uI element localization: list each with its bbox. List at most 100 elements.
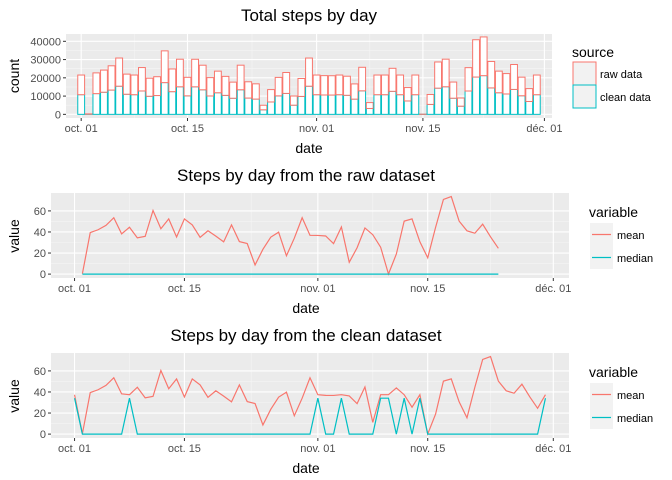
- bar-clean-data: [305, 85, 313, 115]
- x-axis-title: date: [295, 140, 322, 156]
- bar-raw-data: [487, 60, 496, 89]
- bar-clean-data: [115, 85, 124, 115]
- bar-clean-data: [206, 95, 215, 115]
- bar-clean-data: [213, 92, 222, 115]
- bar-raw-data: [456, 97, 465, 107]
- series-line-mean: [81, 195, 499, 276]
- y-tick-label: 60: [34, 366, 46, 378]
- bar-raw-data: [343, 75, 351, 96]
- bar-raw-data: [532, 74, 541, 96]
- bar-raw-data: [479, 36, 488, 77]
- y-tick-label: 0: [40, 269, 46, 281]
- y-tick-label: 0: [40, 429, 46, 441]
- bar-clean-data: [494, 92, 503, 115]
- bar-raw-data: [403, 87, 412, 102]
- bar-clean-data: [472, 76, 480, 115]
- legend-title: source: [572, 44, 614, 60]
- bar-clean-data: [236, 89, 245, 115]
- bar-clean-data: [320, 94, 329, 115]
- bar-clean-data: [365, 107, 374, 115]
- bar-raw-data: [525, 88, 534, 102]
- bar-clean-data: [343, 94, 351, 115]
- x-tick-label: oct. 01: [58, 443, 91, 455]
- x-tick-label: nov. 15: [410, 443, 445, 455]
- bar-raw-data: [335, 74, 344, 96]
- bar-raw-data: [198, 64, 207, 91]
- bar-raw-data: [236, 64, 245, 91]
- bar-raw-data: [77, 74, 86, 96]
- bar-raw-data: [426, 93, 435, 105]
- legend-title: variable: [589, 204, 638, 220]
- bar-raw-data: [464, 67, 473, 92]
- bar-raw-data: [191, 58, 200, 88]
- bar-clean-data: [532, 94, 541, 115]
- series-line-mean: [73, 355, 546, 437]
- legend-key-clean-data: [572, 84, 597, 109]
- bar-clean-data: [145, 95, 154, 115]
- bar-raw-data: [494, 70, 503, 94]
- x-tick-label: nov. 01: [300, 283, 335, 295]
- bar-raw-data: [365, 102, 374, 109]
- bar-raw-data: [312, 74, 321, 96]
- bar-raw-data: [229, 81, 237, 99]
- bar-clean-data: [122, 93, 131, 115]
- bar-clean-data: [510, 88, 518, 115]
- y-axis-title: value: [6, 219, 22, 253]
- y-tick-label: 20: [34, 408, 46, 420]
- bar-clean-data: [282, 92, 291, 115]
- bar-clean-data: [107, 89, 116, 115]
- bar-clean-data: [92, 93, 101, 115]
- legend: variable mean median: [589, 204, 653, 269]
- chart-title: Steps by day from the raw dataset: [177, 166, 435, 185]
- bar-raw-data: [160, 50, 169, 84]
- bar-raw-data: [327, 75, 336, 96]
- bar-clean-data: [168, 91, 177, 115]
- bar-raw-data: [289, 95, 298, 106]
- bar-raw-data: [153, 76, 162, 97]
- bar-clean-data: [403, 100, 412, 115]
- y-tick-label: 10000: [30, 91, 61, 103]
- chart-title: Total steps by day: [241, 6, 378, 25]
- bar-raw-data: [502, 73, 511, 95]
- bar-clean-data: [335, 94, 344, 115]
- x-tick-label: oct. 01: [58, 283, 91, 295]
- bar-clean-data: [77, 94, 86, 115]
- x-tick-label: nov. 01: [300, 443, 335, 455]
- x-tick-label: déc. 01: [535, 443, 571, 455]
- total-steps-chart: Total steps by day 0 10000 20000 30000 40000…: [6, 6, 652, 156]
- y-tick-label: 30000: [30, 55, 61, 67]
- x-tick-label: déc. 01: [526, 123, 562, 135]
- chart-title: Steps by day from the clean dataset: [170, 326, 441, 345]
- bar-clean-data: [434, 87, 443, 115]
- bar-clean-data: [464, 90, 473, 115]
- bar-clean-data: [441, 86, 450, 115]
- y-tick-label: 40000: [30, 36, 61, 48]
- bar-raw-data: [251, 83, 260, 100]
- bar-clean-data: [479, 75, 488, 115]
- bar-clean-data: [381, 94, 389, 115]
- bar-clean-data: [517, 95, 526, 115]
- bar-raw-data: [434, 61, 443, 89]
- bar-raw-data: [206, 77, 215, 97]
- bar-clean-data: [100, 91, 108, 115]
- y-axis-title: value: [6, 379, 22, 413]
- bar-raw-data: [320, 75, 329, 96]
- bar-raw-data: [388, 67, 397, 92]
- bar-raw-data: [145, 77, 154, 97]
- legend: source raw data clean data: [572, 44, 652, 109]
- bar-clean-data: [449, 97, 458, 115]
- bar-clean-data: [502, 93, 511, 115]
- bar-raw-data: [168, 68, 177, 93]
- bar-raw-data: [92, 72, 101, 95]
- bar-raw-data: [472, 39, 480, 78]
- clean-dataset-chart: Steps by day from the clean dataset 0 20 4…: [6, 326, 653, 476]
- bar-raw-data: [517, 76, 526, 97]
- x-tick-label: oct. 15: [168, 283, 201, 295]
- raw-dataset-chart: Steps by day from the raw dataset 0 20 40 6…: [6, 166, 653, 316]
- legend-label-clean-data: clean data: [600, 92, 652, 104]
- y-tick-label: 40: [34, 227, 46, 239]
- bar-raw-data: [441, 58, 450, 88]
- legend-key-raw-data: [572, 61, 597, 86]
- bar-raw-data: [100, 69, 108, 93]
- y-tick-label: 20000: [30, 73, 61, 85]
